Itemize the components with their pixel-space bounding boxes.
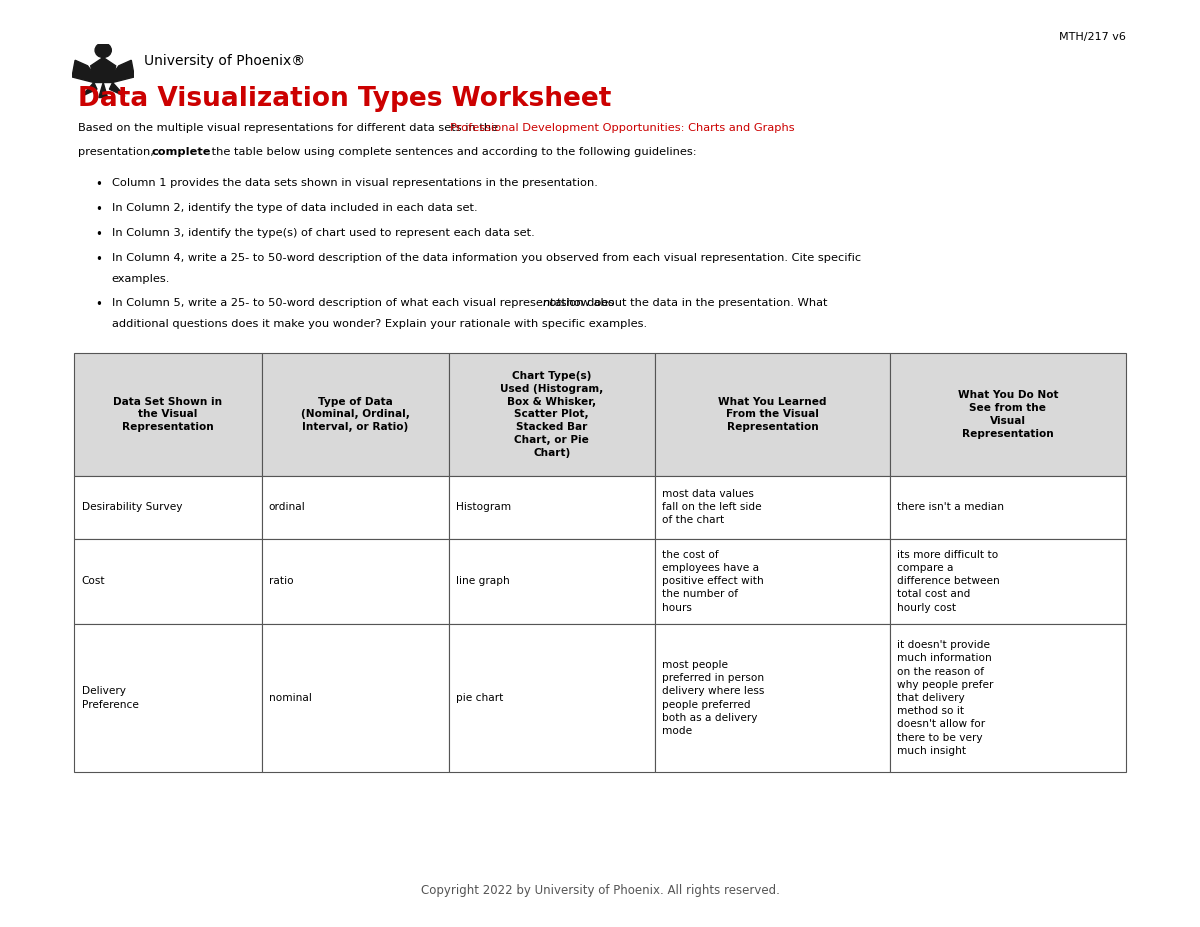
Text: show about the data in the presentation. What: show about the data in the presentation.… — [557, 298, 828, 308]
Polygon shape — [82, 83, 97, 96]
Text: the table below using complete sentences and according to the following guidelin: the table below using complete sentences… — [208, 147, 696, 158]
Text: Data Visualization Types Worksheet: Data Visualization Types Worksheet — [78, 86, 611, 112]
Text: University of Phoenix®: University of Phoenix® — [144, 54, 305, 68]
Polygon shape — [109, 83, 125, 96]
Polygon shape — [72, 60, 94, 83]
Text: it doesn't provide
much information
on the reason of
why people prefer
that deli: it doesn't provide much information on t… — [898, 641, 994, 756]
Text: What You Do Not
See from the
Visual
Representation: What You Do Not See from the Visual Repr… — [958, 390, 1058, 438]
Text: additional questions does it make you wonder? Explain your rationale with specif: additional questions does it make you wo… — [112, 319, 647, 329]
Text: ordinal: ordinal — [269, 502, 306, 512]
Text: Column 1 provides the data sets shown in visual representations in the presentat: Column 1 provides the data sets shown in… — [112, 178, 598, 188]
Text: MTH/217 v6: MTH/217 v6 — [1058, 32, 1126, 43]
Text: Histogram: Histogram — [456, 502, 511, 512]
Polygon shape — [91, 57, 115, 83]
Text: line graph: line graph — [456, 577, 510, 586]
Text: its more difficult to
compare a
difference between
total cost and
hourly cost: its more difficult to compare a differen… — [898, 550, 1000, 613]
Text: the cost of
employees have a
positive effect with
the number of
hours: the cost of employees have a positive ef… — [662, 550, 763, 613]
Text: In Column 5, write a 25- to 50-word description of what each visual representati: In Column 5, write a 25- to 50-word desc… — [112, 298, 618, 308]
Text: Professional Development Opportunities: Charts and Graphs: Professional Development Opportunities: … — [450, 123, 794, 133]
Polygon shape — [113, 60, 134, 83]
Text: •: • — [95, 228, 102, 241]
Text: not: not — [542, 298, 562, 308]
Text: there isn't a median: there isn't a median — [898, 502, 1004, 512]
Text: •: • — [95, 203, 102, 216]
Text: Type of Data
(Nominal, Ordinal,
Interval, or Ratio): Type of Data (Nominal, Ordinal, Interval… — [301, 397, 409, 432]
Text: Cost: Cost — [82, 577, 106, 586]
Text: Based on the multiple visual representations for different data sets in the: Based on the multiple visual representat… — [78, 123, 502, 133]
Text: Copyright 2022 by University of Phoenix. All rights reserved.: Copyright 2022 by University of Phoenix.… — [420, 884, 780, 897]
Text: In Column 2, identify the type of data included in each data set.: In Column 2, identify the type of data i… — [112, 203, 478, 213]
Text: What You Learned
From the Visual
Representation: What You Learned From the Visual Represe… — [718, 397, 827, 432]
Text: pie chart: pie chart — [456, 693, 503, 703]
Text: •: • — [95, 253, 102, 266]
Text: In Column 3, identify the type(s) of chart used to represent each data set.: In Column 3, identify the type(s) of cha… — [112, 228, 534, 238]
Text: examples.: examples. — [112, 274, 170, 285]
Text: Desirability Survey: Desirability Survey — [82, 502, 182, 512]
Text: most data values
fall on the left side
of the chart: most data values fall on the left side o… — [662, 489, 762, 526]
Text: Delivery
Preference: Delivery Preference — [82, 686, 138, 710]
Text: Chart Type(s)
Used (Histogram,
Box & Whisker,
Scatter Plot,
Stacked Bar
Chart, o: Chart Type(s) Used (Histogram, Box & Whi… — [500, 371, 604, 458]
Polygon shape — [98, 83, 108, 97]
Text: presentation,: presentation, — [78, 147, 157, 158]
Text: •: • — [95, 298, 102, 311]
Text: In Column 4, write a 25- to 50-word description of the data information you obse: In Column 4, write a 25- to 50-word desc… — [112, 253, 860, 263]
Circle shape — [95, 43, 112, 57]
Text: complete: complete — [151, 147, 211, 158]
Text: ratio: ratio — [269, 577, 293, 586]
Text: Data Set Shown in
the Visual
Representation: Data Set Shown in the Visual Representat… — [113, 397, 222, 432]
Text: •: • — [95, 178, 102, 191]
Text: most people
preferred in person
delivery where less
people preferred
both as a d: most people preferred in person delivery… — [662, 660, 764, 736]
Text: nominal: nominal — [269, 693, 312, 703]
